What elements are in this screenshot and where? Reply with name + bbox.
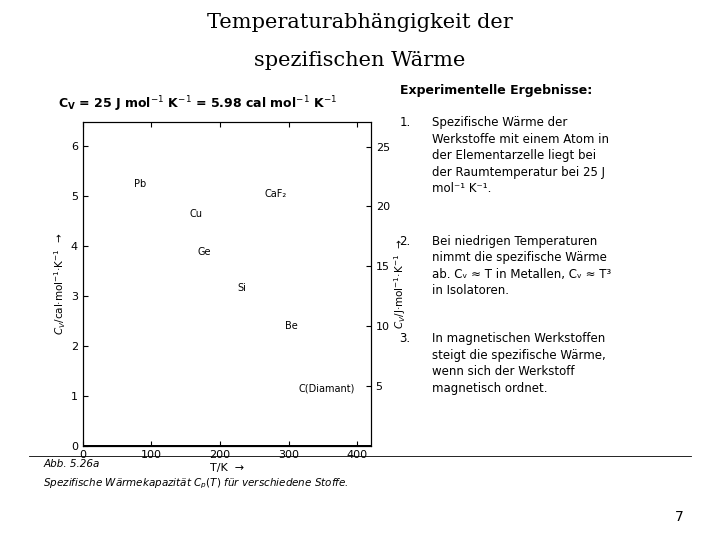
Text: C$_\mathregular{V}$ = 25 J mol$^{-1}$ K$^{-1}$ = 5.98 cal mol$^{-1}$ K$^{-1}$: C$_\mathregular{V}$ = 25 J mol$^{-1}$ K$…	[58, 94, 337, 114]
Text: 7: 7	[675, 510, 684, 524]
Y-axis label: $C_V$/J·mol$^{-1}$·K$^{-1}$  →: $C_V$/J·mol$^{-1}$·K$^{-1}$ →	[392, 238, 408, 329]
Text: Si: Si	[237, 284, 246, 293]
Text: Be: Be	[285, 321, 298, 331]
Text: C(Diamant): C(Diamant)	[299, 383, 355, 393]
X-axis label: T/K  →: T/K →	[210, 463, 244, 473]
Text: Abb. 5.26a: Abb. 5.26a	[43, 459, 99, 469]
Text: Bei niedrigen Temperaturen
nimmt die spezifische Wärme
ab. Cᵥ ≈ T in Metallen, C: Bei niedrigen Temperaturen nimmt die spe…	[432, 235, 611, 298]
Text: 1.: 1.	[400, 116, 411, 129]
Text: Ge: Ge	[198, 247, 212, 257]
Y-axis label: $C_V$/cal·mol$^{-1}$·K$^{-1}$  →: $C_V$/cal·mol$^{-1}$·K$^{-1}$ →	[53, 232, 68, 335]
Text: Experimentelle Ergebnisse:: Experimentelle Ergebnisse:	[400, 84, 592, 97]
Text: Pb: Pb	[134, 179, 146, 189]
Text: Temperaturabhängigkeit der: Temperaturabhängigkeit der	[207, 14, 513, 32]
Text: Cu: Cu	[189, 209, 202, 219]
Text: spezifischen Wärme: spezifischen Wärme	[254, 51, 466, 70]
Text: 3.: 3.	[400, 332, 410, 345]
Text: CaF₂: CaF₂	[264, 189, 287, 199]
Text: 2.: 2.	[400, 235, 411, 248]
Text: Spezifische Wärmekapazität $C_p(T)$ für verschiedene Stoffe.: Spezifische Wärmekapazität $C_p(T)$ für …	[43, 477, 349, 491]
Text: Spezifische Wärme der
Werkstoffe mit einem Atom in
der Elementarzelle liegt bei
: Spezifische Wärme der Werkstoffe mit ein…	[432, 116, 609, 195]
Text: In magnetischen Werkstoffen
steigt die spezifische Wärme,
wenn sich der Werkstof: In magnetischen Werkstoffen steigt die s…	[432, 332, 606, 395]
